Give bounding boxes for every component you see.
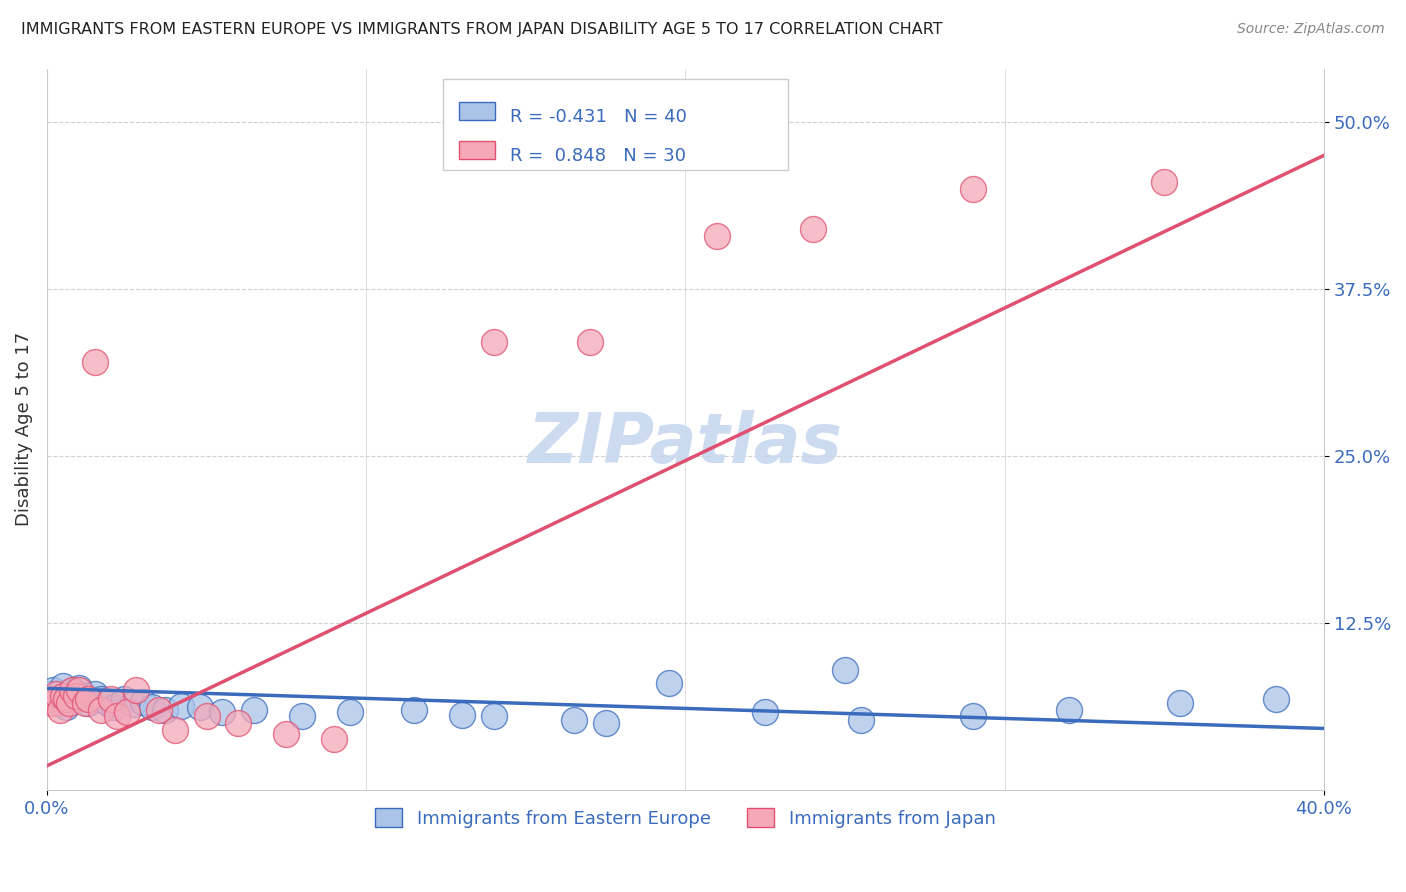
- Point: [45, 687, 67, 701]
- Point: [1265, 692, 1288, 706]
- Point: [77, 696, 100, 710]
- Point: [112, 692, 135, 706]
- Point: [402, 703, 425, 717]
- FancyBboxPatch shape: [460, 141, 495, 160]
- Point: [962, 182, 984, 196]
- Text: Source: ZipAtlas.com: Source: ZipAtlas.com: [1237, 22, 1385, 37]
- Point: [754, 706, 776, 720]
- Point: [90, 692, 112, 706]
- Point: [115, 706, 138, 720]
- Point: [42, 682, 65, 697]
- Point: [141, 700, 163, 714]
- Point: [65, 690, 87, 704]
- Point: [62, 682, 84, 697]
- Point: [339, 706, 361, 720]
- Point: [163, 723, 186, 737]
- Legend: Immigrants from Eastern Europe, Immigrants from Japan: Immigrants from Eastern Europe, Immigran…: [368, 801, 1002, 835]
- Point: [125, 682, 148, 697]
- Point: [188, 700, 211, 714]
- Point: [52, 690, 75, 704]
- Text: IMMIGRANTS FROM EASTERN EUROPE VS IMMIGRANTS FROM JAPAN DISABILITY AGE 5 TO 17 C: IMMIGRANTS FROM EASTERN EUROPE VS IMMIGR…: [21, 22, 942, 37]
- Point: [482, 335, 505, 350]
- Point: [67, 681, 90, 696]
- Point: [90, 703, 112, 717]
- Point: [801, 222, 824, 236]
- Point: [1168, 696, 1191, 710]
- Point: [658, 676, 681, 690]
- Point: [55, 692, 77, 706]
- Point: [595, 716, 617, 731]
- Point: [706, 228, 728, 243]
- Point: [62, 684, 84, 698]
- Point: [96, 696, 118, 710]
- Point: [52, 679, 75, 693]
- Point: [451, 708, 474, 723]
- Point: [170, 698, 193, 713]
- Point: [562, 714, 585, 728]
- Point: [75, 690, 97, 704]
- Point: [482, 709, 505, 723]
- Point: [834, 663, 856, 677]
- Point: [77, 692, 100, 706]
- Point: [153, 703, 176, 717]
- Point: [83, 687, 105, 701]
- Point: [45, 692, 67, 706]
- Point: [276, 727, 298, 741]
- Point: [195, 709, 218, 723]
- Point: [67, 682, 90, 697]
- Point: [55, 700, 77, 714]
- FancyBboxPatch shape: [443, 79, 787, 169]
- Text: R = -0.431   N = 40: R = -0.431 N = 40: [510, 108, 688, 126]
- Point: [75, 696, 97, 710]
- Point: [243, 703, 266, 717]
- Point: [228, 716, 250, 731]
- Point: [962, 709, 984, 723]
- Point: [291, 709, 314, 723]
- Point: [48, 703, 70, 717]
- Point: [122, 698, 145, 712]
- Point: [323, 732, 346, 747]
- Y-axis label: Disability Age 5 to 17: Disability Age 5 to 17: [15, 332, 32, 526]
- Point: [849, 714, 872, 728]
- Point: [48, 696, 70, 710]
- Text: ZIPatlas: ZIPatlas: [527, 410, 842, 477]
- Point: [1057, 703, 1080, 717]
- Point: [100, 692, 122, 706]
- Point: [211, 706, 233, 720]
- Point: [1153, 175, 1175, 189]
- Point: [58, 696, 80, 710]
- Point: [578, 335, 600, 350]
- Point: [148, 703, 170, 717]
- Point: [42, 696, 65, 710]
- Point: [83, 355, 105, 369]
- FancyBboxPatch shape: [460, 102, 495, 120]
- Text: R =  0.848   N = 30: R = 0.848 N = 30: [510, 146, 686, 164]
- Point: [105, 709, 128, 723]
- Point: [65, 692, 87, 706]
- Point: [39, 692, 62, 706]
- Point: [131, 695, 153, 709]
- Point: [58, 690, 80, 704]
- Point: [39, 687, 62, 701]
- Point: [103, 700, 125, 714]
